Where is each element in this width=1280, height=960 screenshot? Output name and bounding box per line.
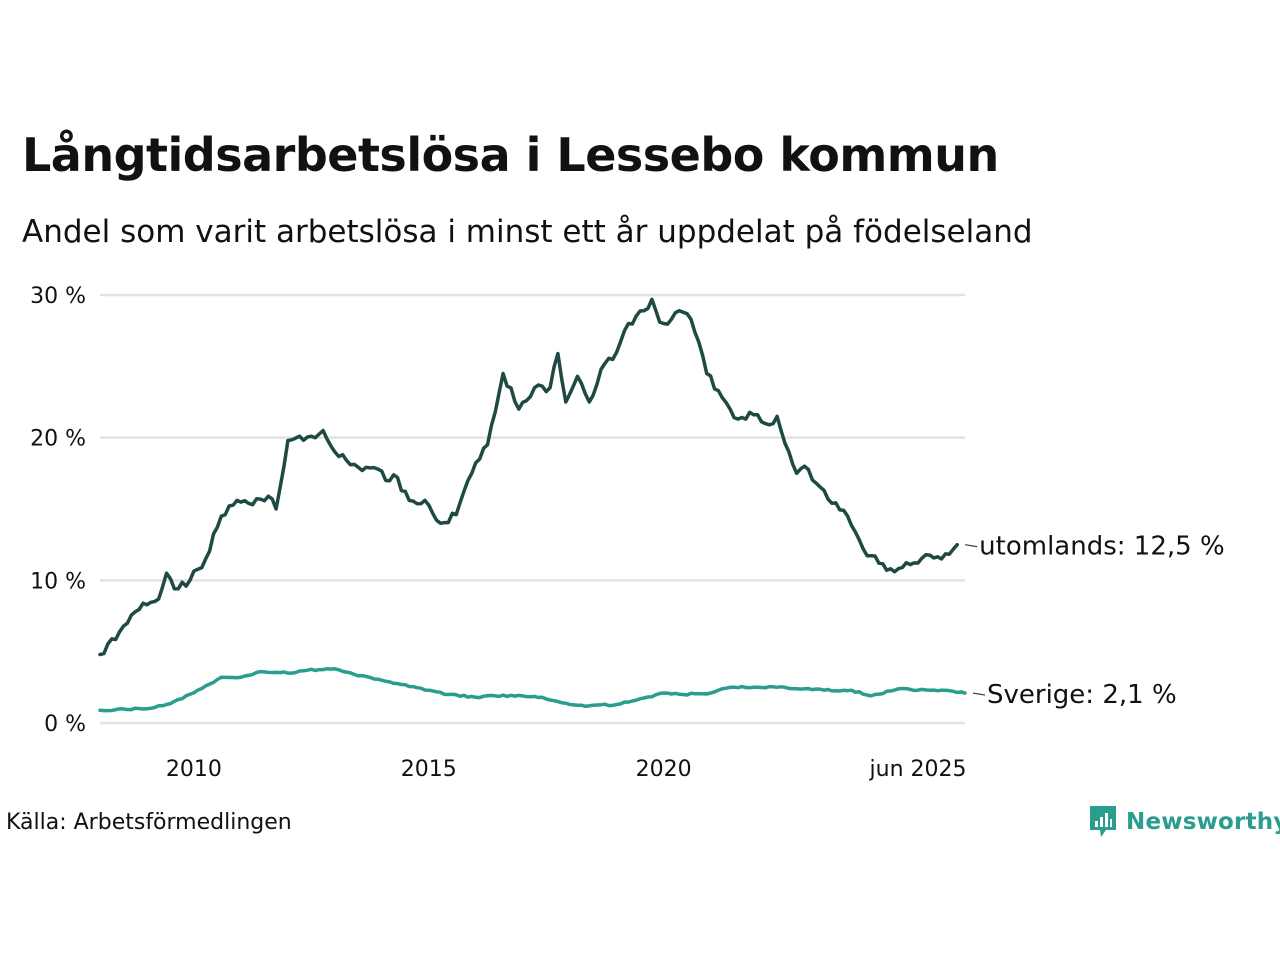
series-line-utomlands xyxy=(98,297,959,657)
y-tick-label: 0 % xyxy=(44,712,86,737)
brand-logo[interactable]: Newsworthy xyxy=(1088,804,1280,840)
end-label-utomlands: utomlands: 12,5 % xyxy=(979,532,1224,562)
x-tick-label: 2015 xyxy=(401,757,457,782)
end-label-connector xyxy=(972,692,986,696)
y-tick-label: 10 % xyxy=(30,569,86,594)
chart-subtitle: Andel som varit arbetslösa i minst ett å… xyxy=(22,214,1033,250)
brand-name: Newsworthy xyxy=(1126,809,1280,835)
source-note: Källa: Arbetsförmedlingen xyxy=(6,810,292,835)
x-tick-label: 2020 xyxy=(636,757,692,782)
y-tick-label: 30 % xyxy=(30,284,86,309)
x-tick-label: 2010 xyxy=(166,757,222,782)
y-tick-label: 20 % xyxy=(30,427,86,452)
x-tick-label: jun 2025 xyxy=(869,757,967,782)
line-chart: 0 % 10 % 20 % 30 % 2010 2015 2020 jun 2025 utoml… xyxy=(30,284,1225,782)
newsworthy-logo-icon xyxy=(1090,806,1116,837)
end-label-sverige: Sverige: 2,1 % xyxy=(987,680,1177,710)
chart-title: Långtidsarbetslösa i Lessebo kommun xyxy=(22,128,999,182)
end-label-connector xyxy=(965,544,978,548)
series-line-sverige xyxy=(98,667,967,713)
